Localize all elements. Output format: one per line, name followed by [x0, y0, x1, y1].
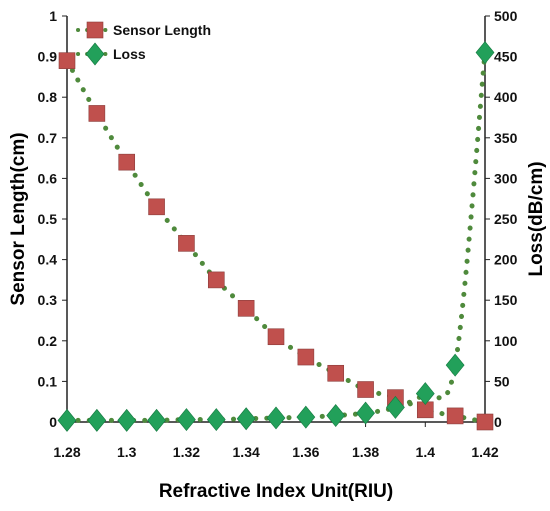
tick-labels: 1.28 1.3 1.32 1.34 1.36 1.38 1.4 1.42 0 0.1 0.2 0.3… — [38, 8, 518, 460]
left-y-tick-label: 0.5 — [38, 211, 58, 227]
sensor-length-point — [207, 271, 225, 289]
sensor-length-point — [357, 381, 374, 398]
right-y-tick-label: 300 — [494, 170, 518, 186]
legend-label-loss: Loss — [113, 46, 146, 62]
loss-point — [326, 404, 346, 427]
sensor-length-point — [178, 235, 195, 252]
x-tick-label: 1.4 — [416, 444, 436, 460]
left-y-tick-label: 0.8 — [38, 89, 58, 105]
loss-point — [386, 395, 405, 419]
sensor-length-point — [297, 348, 315, 366]
left-y-tick-label: 0.1 — [38, 373, 58, 389]
loss-point — [236, 407, 256, 431]
legend-marker-square — [86, 21, 104, 39]
loss-point — [147, 408, 166, 432]
right-y-tick-label: 100 — [494, 333, 518, 349]
sensor-length-point — [58, 52, 76, 69]
right-y-tick-label: 150 — [494, 292, 518, 308]
sensor-length-point — [237, 300, 255, 317]
left-y-tick-label: 0.6 — [38, 170, 58, 186]
series-line-sensor-length — [64, 58, 488, 425]
left-y-tick-label: 1 — [49, 8, 57, 24]
x-tick-label: 1.32 — [173, 444, 200, 460]
sensor-length-point — [446, 407, 464, 425]
left-y-axis-title: Sensor Length(cm) — [8, 132, 29, 305]
left-y-tick-label: 0 — [49, 414, 57, 430]
sensor-length-point — [327, 364, 345, 382]
sensor-length-point — [267, 328, 285, 346]
x-tick-label: 1.3 — [117, 444, 137, 460]
left-y-tick-label: 0.2 — [38, 333, 58, 349]
right-y-tick-label: 250 — [494, 211, 518, 227]
right-y-tick-label: 450 — [494, 49, 518, 65]
series-line-loss — [64, 50, 488, 423]
loss-point — [57, 408, 77, 432]
series-markers — [57, 41, 495, 432]
left-y-tick-label: 0.4 — [38, 252, 58, 268]
loss-point — [177, 408, 196, 432]
left-y-tick-label: 0.9 — [38, 49, 58, 65]
left-y-tick-label: 0.7 — [38, 130, 58, 146]
right-y-tick-label: 350 — [494, 130, 518, 146]
loss-point — [415, 382, 435, 406]
loss-point — [117, 408, 137, 432]
left-y-tick-label: 0.3 — [38, 292, 58, 308]
x-tick-label: 1.34 — [233, 444, 260, 460]
loss-point — [87, 408, 107, 432]
x-tick-label: 1.42 — [471, 444, 498, 460]
loss-point — [475, 41, 495, 65]
sensor-length-point — [88, 105, 106, 122]
sensor-length-point — [148, 198, 165, 216]
legend: Sensor Length Loss — [76, 21, 211, 66]
loss-point — [206, 408, 226, 432]
right-y-tick-label: 500 — [494, 8, 518, 24]
loss-point — [445, 353, 465, 377]
series-lines — [64, 50, 488, 425]
legend-label-sensor-length: Sensor Length — [113, 22, 211, 38]
x-tick-label: 1.28 — [53, 444, 80, 460]
x-axis-title: Refractive Index Unit(RIU) — [159, 481, 393, 502]
x-tick-label: 1.38 — [352, 444, 379, 460]
loss-point — [356, 401, 375, 425]
right-y-tick-label: 200 — [494, 252, 518, 268]
loss-point — [296, 405, 316, 429]
right-y-tick-label: 400 — [494, 89, 518, 105]
right-y-tick-label: 50 — [494, 373, 510, 389]
right-y-tick-label: 0 — [494, 414, 502, 430]
x-tick-label: 1.36 — [292, 444, 319, 460]
legend-marker-diamond — [85, 42, 105, 66]
loss-point — [266, 406, 286, 430]
right-y-axis-title: Loss(dB/cm) — [526, 161, 547, 276]
sensor-length-point — [476, 413, 494, 431]
sensor-length-point — [118, 153, 136, 171]
